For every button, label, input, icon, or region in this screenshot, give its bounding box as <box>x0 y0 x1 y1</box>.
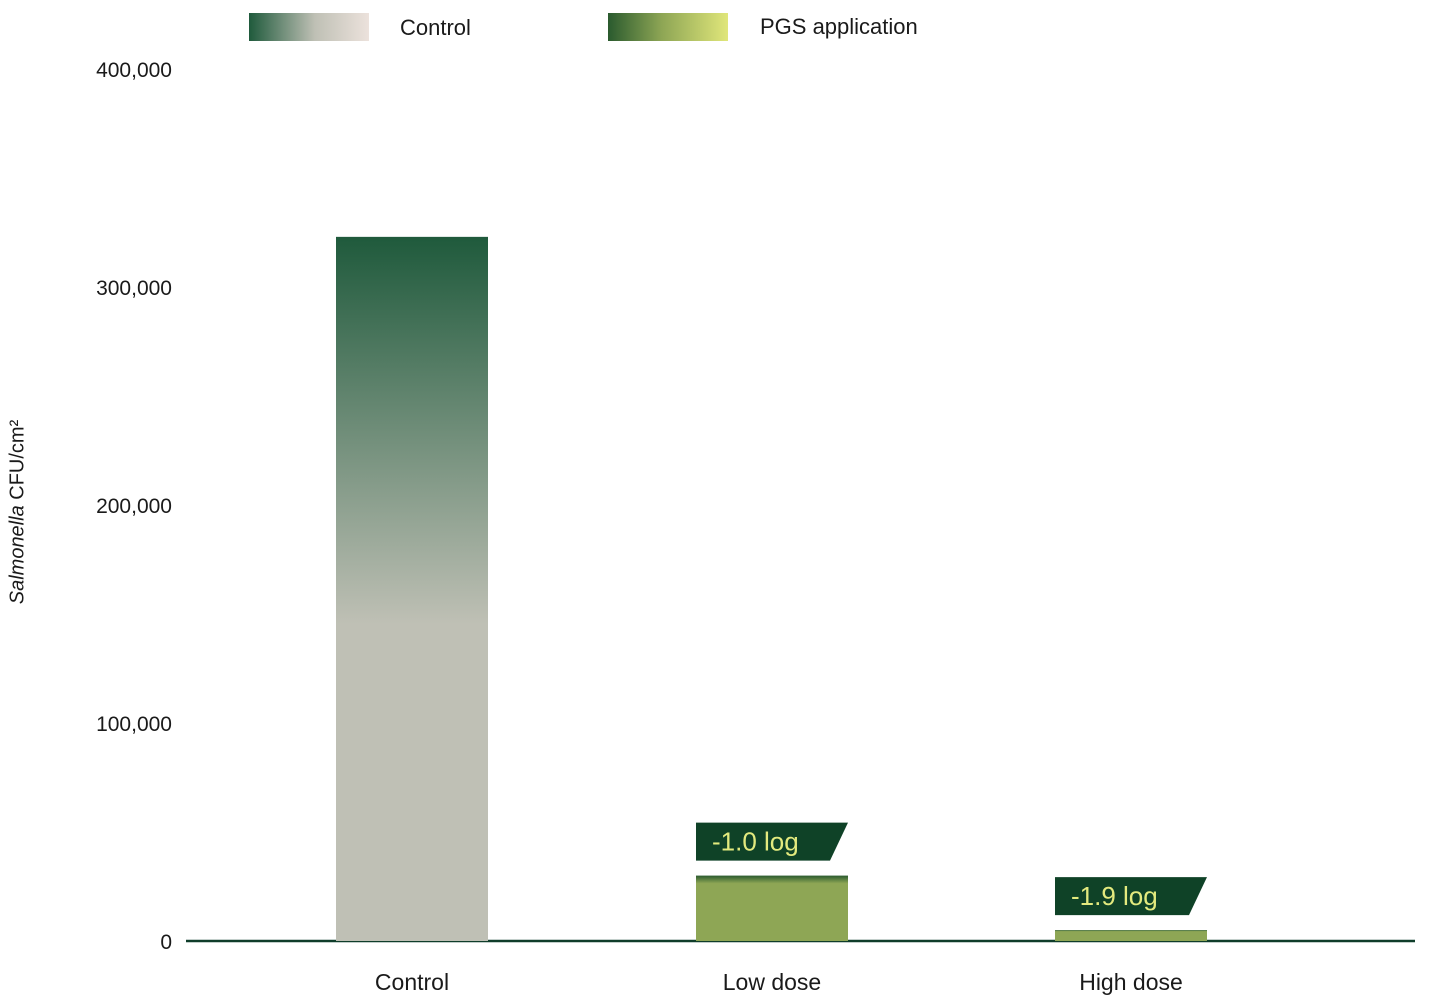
y-tick-label: 200,000 <box>96 495 172 518</box>
legend-swatch-control <box>249 13 369 41</box>
log-reduction-badge: -1.0 log <box>696 822 848 861</box>
log-reduction-badge: -1.9 log <box>1055 877 1207 916</box>
badge-shape <box>1055 877 1207 916</box>
legend-label-pgs: PGS application <box>760 14 918 39</box>
y-tick-label: 0 <box>160 931 172 954</box>
legend-swatch-pgs <box>608 13 728 41</box>
y-tick-label: 100,000 <box>96 713 172 736</box>
bar-high-dose <box>1055 930 1207 941</box>
badge-shape <box>696 822 848 861</box>
badge-label: -1.0 log <box>712 827 799 857</box>
x-tick-label: Control <box>375 969 449 995</box>
bar-low-dose <box>696 875 848 941</box>
bar-control <box>336 236 488 942</box>
x-tick-label: Low dose <box>723 969 821 995</box>
x-tick-label: High dose <box>1079 969 1183 995</box>
badge-label: -1.9 log <box>1071 881 1158 911</box>
y-tick-label: 400,000 <box>96 59 172 82</box>
y-tick-label: 300,000 <box>96 277 172 300</box>
legend-label-control: Control <box>400 15 471 40</box>
